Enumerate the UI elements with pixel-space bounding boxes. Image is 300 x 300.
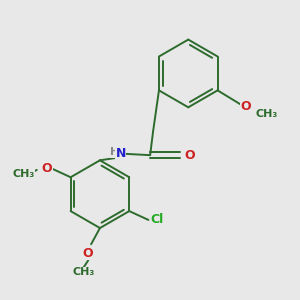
Text: H: H	[110, 147, 119, 157]
Text: Cl: Cl	[151, 213, 164, 226]
Text: CH₃: CH₃	[73, 267, 95, 277]
Text: O: O	[83, 247, 94, 260]
Text: O: O	[42, 162, 52, 175]
Text: CH₃: CH₃	[12, 169, 34, 179]
Text: O: O	[240, 100, 251, 113]
Text: N: N	[116, 147, 126, 160]
Text: CH₃: CH₃	[256, 109, 278, 119]
Text: O: O	[184, 149, 195, 162]
